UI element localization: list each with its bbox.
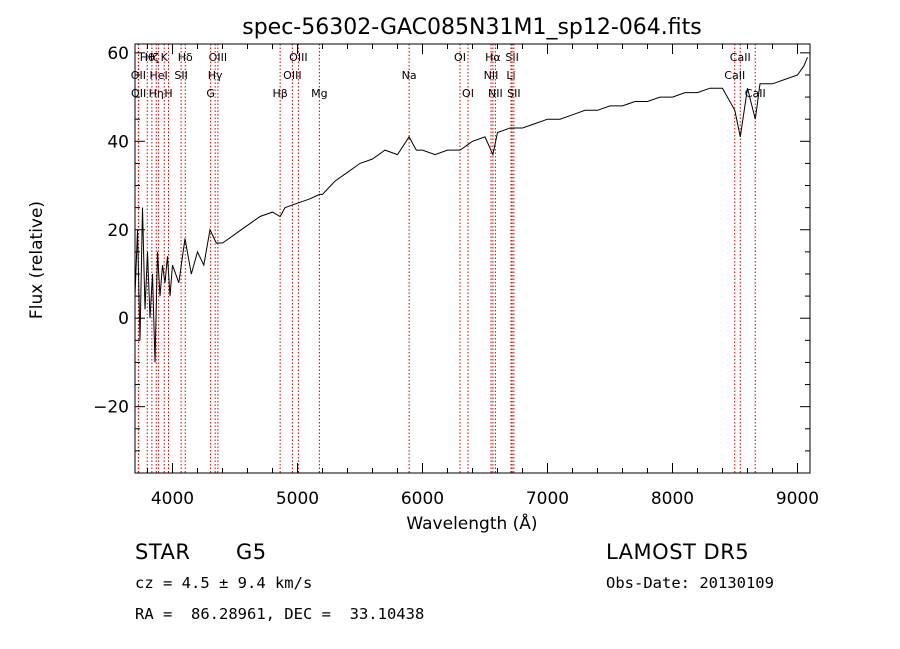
x-tick-label: 9000 xyxy=(776,489,819,509)
marker-label-23: SII xyxy=(505,51,518,64)
object-class: STAR xyxy=(135,540,191,564)
marker-label-4: K xyxy=(161,51,169,64)
marker-label-24: Li xyxy=(506,69,515,82)
x-axis-ticks: 4000 5000 6000 7000 8000 9000 xyxy=(147,44,819,509)
marker-label-2: OII xyxy=(131,87,146,100)
marker-label-5: HeI xyxy=(149,69,167,82)
object-subclass: G5 xyxy=(236,540,267,564)
y-tick-label: −20 xyxy=(93,398,129,418)
marker-label-3: Hζ xyxy=(145,51,159,64)
x-tick-label: 8000 xyxy=(651,489,694,509)
marker-label-17: Na xyxy=(402,69,417,82)
marker-label-18: OI xyxy=(454,51,466,64)
x-axis-label: Wavelength (Å) xyxy=(406,512,537,534)
marker-label-20: Hα xyxy=(485,51,501,64)
y-tick-label: 40 xyxy=(107,132,129,152)
marker-label-11: Hγ xyxy=(208,69,223,82)
chart-title: spec-56302-GAC085N31M1_sp12-064.fits xyxy=(242,15,702,40)
redshift-velocity: cz = 4.5 ± 9.4 km/s xyxy=(135,574,313,592)
y-axis-ticks: −20 0 20 40 60 xyxy=(93,44,810,452)
x-tick-label: 7000 xyxy=(526,489,569,509)
y-tick-label: 0 xyxy=(118,309,129,329)
marker-label-25: SII xyxy=(507,87,520,100)
x-tick-label: 5000 xyxy=(276,489,319,509)
marker-label-0: Hθ xyxy=(140,51,155,64)
marker-label-14: OIII xyxy=(283,69,301,82)
x-tick-label: 4000 xyxy=(151,489,194,509)
y-tick-label: 20 xyxy=(107,221,129,241)
marker-label-7: H xyxy=(164,87,172,100)
marker-label-10: OIII xyxy=(209,51,227,64)
plot-frame xyxy=(134,43,811,474)
coordinates: RA = 86.28961, DEC = 33.10438 xyxy=(135,605,425,623)
marker-label-15: Hβ xyxy=(272,87,287,100)
marker-label-22: NII xyxy=(488,87,503,100)
x-tick-label: 6000 xyxy=(401,489,444,509)
marker-label-13: OIII xyxy=(289,51,307,64)
survey-name: LAMOST DR5 xyxy=(606,540,750,564)
marker-label-9: SII xyxy=(174,69,187,82)
marker-label-27: CaII xyxy=(724,69,745,82)
marker-label-8: Hδ xyxy=(178,51,193,64)
marker-label-12: G xyxy=(206,87,215,100)
observation-date: Obs-Date: 20130109 xyxy=(606,574,774,592)
marker-label-21: NII xyxy=(484,69,499,82)
marker-label-6: Hη xyxy=(149,87,164,100)
y-tick-label: 60 xyxy=(107,44,129,64)
marker-label-16: Mg xyxy=(311,87,327,100)
y-axis-label: Flux (relative) xyxy=(27,201,47,319)
marker-label-19: OI xyxy=(462,87,474,100)
marker-label-26: CaII xyxy=(730,51,751,64)
spectrum-line xyxy=(134,57,808,363)
